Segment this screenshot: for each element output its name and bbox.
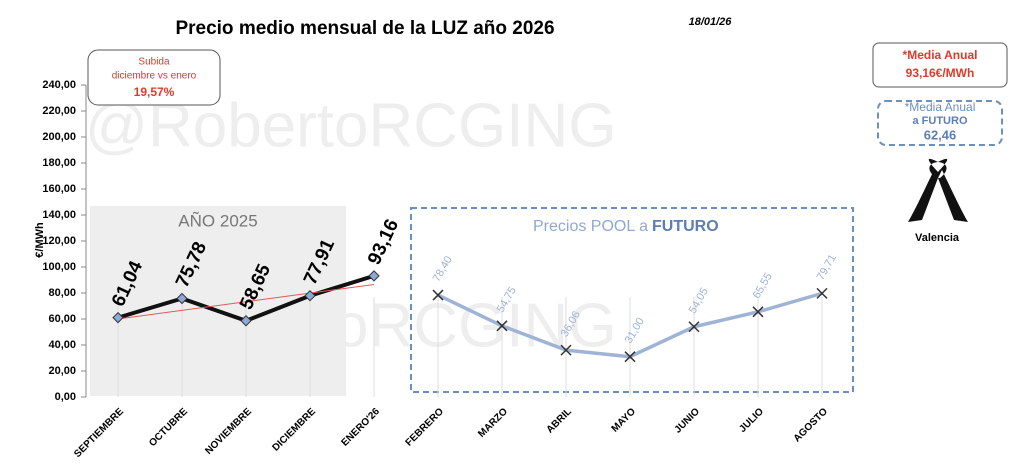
- x-tick-label: OCTUBRE: [147, 406, 190, 449]
- date: 18/01/26: [689, 16, 733, 28]
- y-tick-label: 20,00: [48, 365, 76, 377]
- rise-label: diciembre vs enero: [112, 71, 197, 82]
- x-tick-label: NOVIEMBRE: [203, 406, 254, 457]
- marker: [304, 290, 316, 302]
- marker: [688, 321, 700, 333]
- rise-label: Subida: [138, 57, 170, 68]
- x-tick-label: MAYO: [610, 406, 638, 434]
- future-annual-box: [877, 100, 1003, 146]
- x-tick-label: JUNIO: [673, 406, 703, 436]
- annual-box: [872, 42, 1008, 88]
- trendline: [117, 283, 375, 320]
- x-tick-label: ABRIL: [545, 406, 574, 435]
- y-tick-label: 200,00: [42, 131, 76, 143]
- future-box-label: Precios POOL a: [533, 218, 648, 235]
- marker: [752, 306, 764, 318]
- y-tick-label: 180,00: [42, 157, 76, 169]
- y-tick-label: 0,00: [55, 391, 76, 403]
- ribbon-icon: [908, 158, 968, 222]
- future-box-label: FUTURO: [652, 218, 719, 235]
- year-box: [90, 206, 346, 396]
- y-tick-label: 120,00: [42, 235, 76, 247]
- annual-label: *Media Anual: [903, 48, 978, 62]
- future-annual-label: a FUTURO: [913, 115, 968, 127]
- x-tick-label: DICIEMBRE: [271, 406, 319, 454]
- y-tick-label: 40,00: [48, 339, 76, 351]
- y-axis-label: €/MWh: [34, 222, 46, 258]
- y-tick-label: 160,00: [42, 183, 76, 195]
- rise-value: 19,57%: [134, 85, 175, 99]
- y-tick-label: 100,00: [42, 261, 76, 273]
- marker: [112, 311, 124, 324]
- x-tick-label: JULIO: [737, 406, 766, 435]
- year-box-label: AÑO 2025: [178, 211, 257, 230]
- rise-box: [87, 49, 221, 106]
- marker: [240, 315, 252, 327]
- marker: [432, 289, 444, 301]
- x-tick-label: AGOSTO: [792, 406, 830, 444]
- value-label: 79,71: [815, 252, 839, 282]
- value-label: 54,05: [687, 286, 711, 316]
- x-tick-label: MARZO: [476, 406, 510, 440]
- ribbon-label: Valencia: [915, 232, 960, 244]
- value-label: 31,00: [623, 316, 647, 346]
- annual-value: 93,16€/MWh: [906, 66, 975, 80]
- marker: [624, 351, 636, 363]
- y-tick-label: 80,00: [48, 287, 76, 299]
- y-tick-label: 140,00: [42, 209, 76, 221]
- y-tick-label: 220,00: [42, 105, 76, 117]
- future-annual-value: 62,46: [924, 127, 957, 142]
- marker: [816, 287, 828, 299]
- future-annual-label: *Media Anual: [905, 100, 976, 114]
- chart-title: Precio medio mensual de la LUZ año 2026: [175, 18, 554, 39]
- future-box: [410, 207, 854, 393]
- value-label: 65,55: [751, 271, 775, 301]
- marker: [560, 344, 572, 356]
- y-tick-label: 240,00: [42, 79, 76, 91]
- x-tick-label: FEBRERO: [404, 406, 447, 449]
- marker: [176, 292, 188, 305]
- x-tick-label: SEPTIEMBRE: [72, 406, 126, 460]
- value-label: 78,40: [431, 254, 455, 284]
- marker: [496, 320, 508, 332]
- x-tick-label: ENERO'26: [340, 406, 383, 449]
- y-tick-label: 60,00: [48, 313, 76, 325]
- marker: [368, 270, 380, 282]
- value-label: 93,16: [364, 216, 403, 268]
